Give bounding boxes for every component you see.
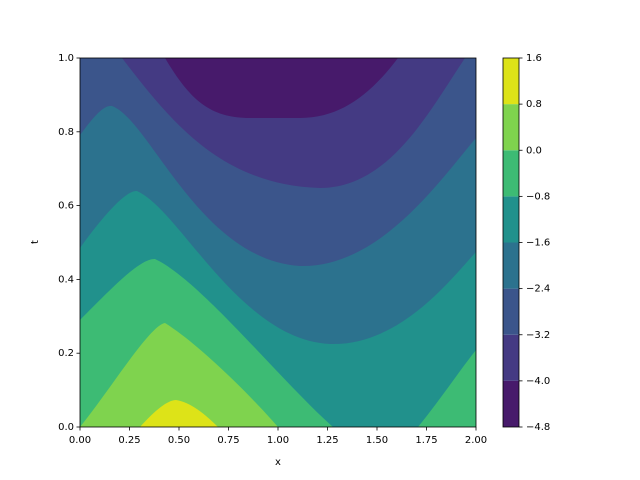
x-tick-label: 0.75 <box>217 435 239 446</box>
y-axis-label: t <box>30 240 41 244</box>
colorbar-tick-label: −3.2 <box>526 330 550 341</box>
colorbar-tick-label: −4.8 <box>526 422 550 433</box>
colorbar-band <box>503 196 519 243</box>
colorbar-tick-label: −0.8 <box>526 191 550 202</box>
contour-region <box>140 400 218 427</box>
x-tick-label: 2.00 <box>465 435 487 446</box>
colorbar-tick-label: 0.0 <box>526 145 542 156</box>
colorbar-tick-label: −1.6 <box>526 238 550 249</box>
x-tick-label: 0.00 <box>69 435 91 446</box>
plot-area <box>80 58 476 427</box>
colorbar-tick-label: −4.0 <box>526 376 550 387</box>
colorbar-band <box>503 380 519 427</box>
colorbar-band <box>503 150 519 197</box>
y-tick-label: 0.8 <box>58 127 74 138</box>
y-tick-label: 1.0 <box>58 53 74 64</box>
colorbar-band <box>503 288 519 335</box>
x-tick-label: 0.25 <box>118 435 140 446</box>
colorbar-tick-label: −2.4 <box>526 284 550 295</box>
y-tick-label: 0.0 <box>58 422 74 433</box>
colorbar-band <box>503 242 519 289</box>
x-tick-label: 1.00 <box>267 435 289 446</box>
y-tick-label: 0.4 <box>58 274 74 285</box>
y-tick-label: 0.2 <box>58 348 74 359</box>
x-tick-label: 1.25 <box>316 435 338 446</box>
x-axis-label: x <box>275 457 281 468</box>
x-tick-label: 1.50 <box>366 435 388 446</box>
y-tick-label: 0.6 <box>58 201 74 212</box>
colorbar-band <box>503 334 519 381</box>
colorbar-tick-label: 1.6 <box>526 53 542 64</box>
contour-region <box>80 323 278 427</box>
x-tick-label: 1.75 <box>415 435 437 446</box>
colorbar-band <box>503 58 519 105</box>
colorbar-tick-label: 0.8 <box>526 99 542 110</box>
x-tick-label: 0.50 <box>168 435 190 446</box>
colorbar-band <box>503 104 519 151</box>
